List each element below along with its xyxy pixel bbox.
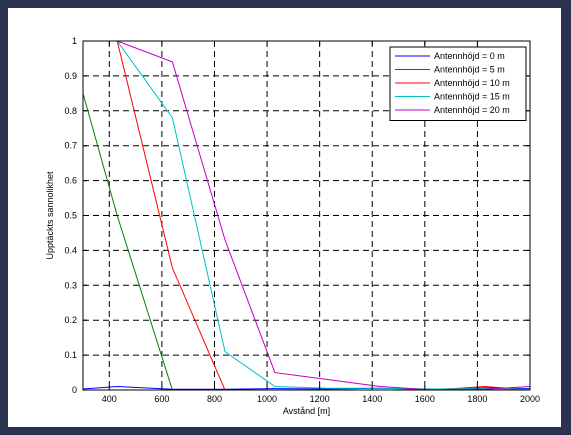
legend-label-4: Antennhöjd = 20 m	[434, 105, 510, 115]
x-tick-label: 600	[154, 394, 169, 404]
series-line-3	[83, 40, 531, 390]
line-chart: 400 600 800 1000 1200 1400 1600 1800 2000 0 0.1 0.2…	[45, 36, 540, 416]
figure-canvas: 400 600 800 1000 1200 1400 1600 1800 2000 0 0.1 0.2…	[8, 8, 561, 427]
legend-label-3: Antennhöjd = 15 m	[434, 92, 510, 102]
legend-box	[389, 46, 527, 121]
y-tick-label: 0.5	[64, 211, 77, 221]
x-axis-label: Avstånd [m]	[283, 406, 330, 416]
x-tick-label: 1000	[257, 394, 277, 404]
y-tick-label: 0.9	[64, 71, 77, 81]
x-tick-label: 1800	[467, 394, 487, 404]
legend-label-0: Antennhöjd = 0 m	[434, 51, 505, 61]
x-tick-label: 800	[207, 394, 222, 404]
x-tick-label: 1200	[310, 394, 330, 404]
y-tick-label: 0.1	[64, 350, 77, 360]
y-tick-label: 0.7	[64, 141, 77, 151]
y-tick-label: 0.8	[64, 106, 77, 116]
legend-label-1: Antennhöjd = 5 m	[434, 65, 505, 75]
legend-label-2: Antennhöjd = 10 m	[434, 78, 510, 88]
x-tick-label: 1400	[362, 394, 382, 404]
y-tick-label: 0.2	[64, 315, 77, 325]
x-tick-label: 400	[102, 394, 117, 404]
y-tick-label: 1	[72, 36, 77, 46]
y-tick-label: 0.6	[64, 176, 77, 186]
y-tick-label: 0	[72, 385, 77, 395]
y-tick-label: 0.3	[64, 280, 77, 290]
y-axis-label: Upptäckts sannolikhet	[45, 171, 55, 260]
x-tick-label: 1600	[415, 394, 435, 404]
x-tick-label: 2000	[520, 394, 540, 404]
y-tick-label: 0.4	[64, 245, 77, 255]
